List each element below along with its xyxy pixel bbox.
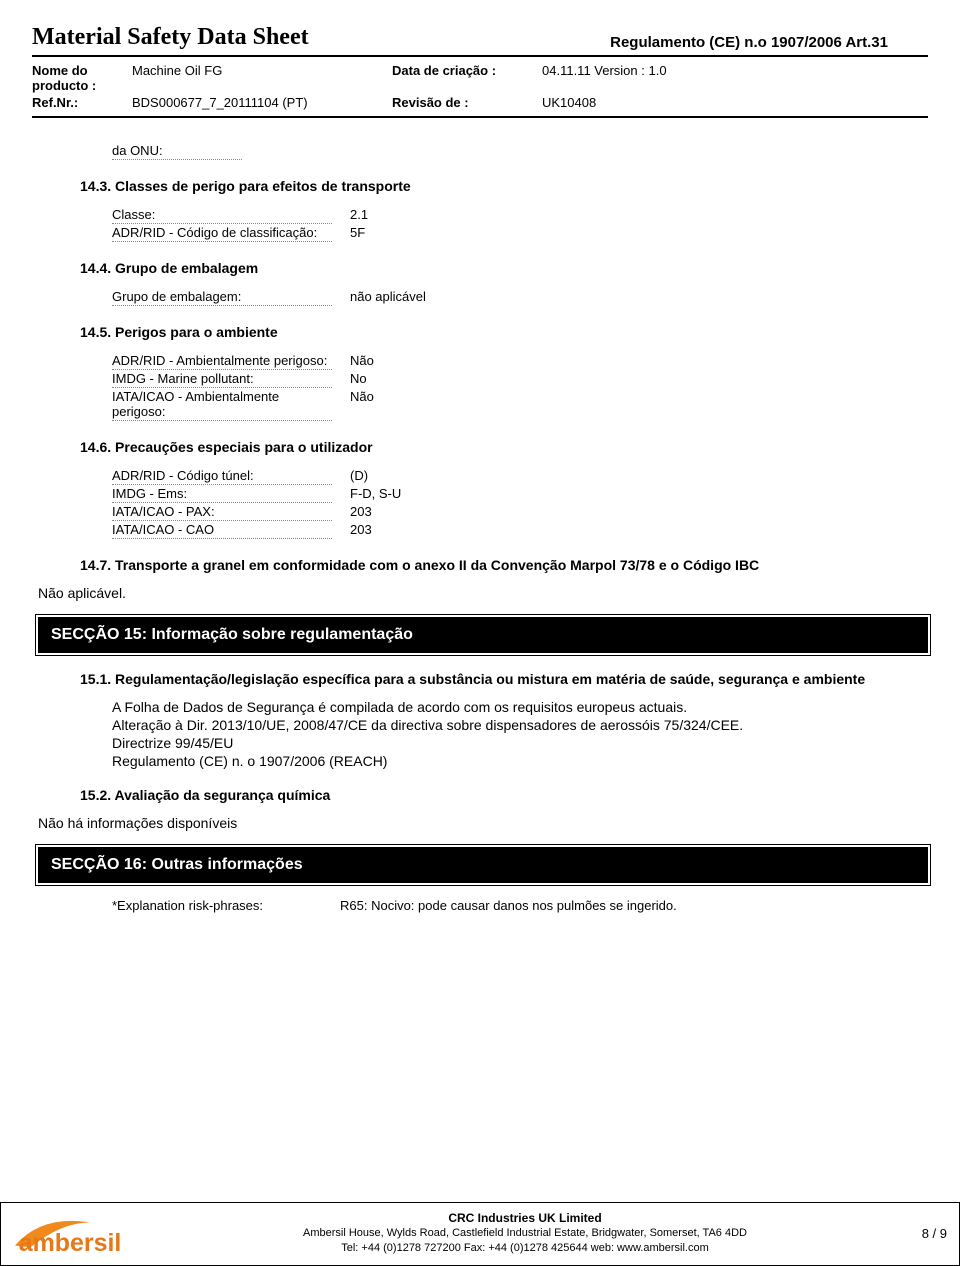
footer-contact-line: Tel: +44 (0)1278 727200 Fax: +44 (0)1278…: [163, 1241, 887, 1256]
table-row: da ONU:: [112, 142, 260, 160]
row-key: IATA/ICAO - CAO: [112, 521, 332, 539]
table-row: ADR/RID - Ambientalmente perigoso:Não: [112, 352, 374, 370]
ref-label: Ref.Nr.:: [32, 95, 132, 110]
header-top: Material Safety Data Sheet Regulamento (…: [32, 24, 928, 51]
reg-line: A Folha de Dados de Segurança é compilad…: [112, 699, 928, 715]
product-name: Machine Oil FG: [132, 63, 392, 93]
footer-address-line: Ambersil House, Wylds Road, Castlefield …: [163, 1226, 887, 1241]
ambersil-logo: ambersil: [13, 1209, 163, 1257]
table-row: Classe:2.1: [112, 206, 368, 224]
document-regulation: Regulamento (CE) n.o 1907/2006 Art.31: [610, 34, 888, 51]
section-14-3-title: 14.3. Classes de perigo para efeitos de …: [80, 178, 928, 194]
explanation-value: R65: Nocivo: pode causar danos nos pulmõ…: [322, 897, 677, 914]
row-value: não aplicável: [332, 288, 426, 306]
onu-value: [242, 142, 260, 160]
content-area: da ONU: 14.3. Classes de perigo para efe…: [32, 124, 928, 1034]
logo-icon: ambersil: [13, 1209, 167, 1257]
table-row: ADR/RID - Código de classificação:5F: [112, 224, 368, 242]
reg-line: Regulamento (CE) n. o 1907/2006 (REACH): [112, 753, 928, 769]
row-key: IATA/ICAO - Ambientalmente perigoso:: [112, 388, 332, 421]
product-label: Nome do producto :: [32, 63, 132, 93]
table-row: Grupo de embalagem:não aplicável: [112, 288, 426, 306]
section-16-banner: SECÇÃO 16: Outras informações: [38, 847, 928, 883]
ref-value: BDS000677_7_20111104 (PT): [132, 95, 392, 110]
row-value: 5F: [332, 224, 368, 242]
section-14-6-table: ADR/RID - Código túnel:(D) IMDG - Ems:F-…: [112, 467, 401, 539]
document-title: Material Safety Data Sheet: [32, 24, 309, 51]
table-row: IATA/ICAO - PAX:203: [112, 503, 401, 521]
reg-line: Alteração à Dir. 2013/10/UE, 2008/47/CE …: [112, 717, 928, 733]
section-15-1-body: A Folha de Dados de Segurança é compilad…: [112, 699, 928, 769]
header-rule-bottom: [32, 116, 928, 118]
row-key: ADR/RID - Código túnel:: [112, 467, 332, 485]
section-14-5-table: ADR/RID - Ambientalmente perigoso:Não IM…: [112, 352, 374, 421]
revision-value: UK10408: [542, 95, 928, 110]
table-row: IATA/ICAO - Ambientalmente perigoso:Não: [112, 388, 374, 421]
header-info-grid: Nome do producto : Machine Oil FG Data d…: [32, 63, 928, 110]
section-15-2-body: Não há informações disponíveis: [38, 815, 928, 831]
row-value: No: [332, 370, 374, 388]
table-row: ADR/RID - Código túnel:(D): [112, 467, 401, 485]
row-key: IMDG - Ems:: [112, 485, 332, 503]
table-row: *Explanation risk-phrases: R65: Nocivo: …: [112, 897, 677, 914]
row-value: F-D, S-U: [332, 485, 401, 503]
section-14-7-body: Não aplicável.: [38, 585, 928, 601]
row-value: Não: [332, 352, 374, 370]
created-label: Data de criação :: [392, 63, 542, 93]
row-key: IMDG - Marine pollutant:: [112, 370, 332, 388]
row-key: Classe:: [112, 206, 332, 224]
section-16-table: *Explanation risk-phrases: R65: Nocivo: …: [112, 897, 677, 914]
onu-label: da ONU:: [112, 142, 242, 160]
section-14-5-title: 14.5. Perigos para o ambiente: [80, 324, 928, 340]
footer-company: CRC Industries UK Limited: [163, 1210, 887, 1226]
section-15-1-title: 15.1. Regulamentação/legislação específi…: [80, 671, 928, 687]
footer-address: CRC Industries UK Limited Ambersil House…: [163, 1210, 887, 1256]
section-14-6-title: 14.6. Precauções especiais para o utiliz…: [80, 439, 928, 455]
row-value: 203: [332, 521, 401, 539]
table-row: IMDG - Marine pollutant:No: [112, 370, 374, 388]
table-row: IATA/ICAO - CAO203: [112, 521, 401, 539]
table-row: IMDG - Ems:F-D, S-U: [112, 485, 401, 503]
page-footer: ambersil CRC Industries UK Limited Amber…: [0, 1202, 960, 1266]
section-14-3-table: Classe:2.1 ADR/RID - Código de classific…: [112, 206, 368, 242]
reg-line: Directrize 99/45/EU: [112, 735, 928, 751]
section-15-2-title: 15.2. Avaliação da segurança química: [80, 787, 928, 803]
onu-table: da ONU:: [112, 142, 260, 160]
row-key: ADR/RID - Código de classificação:: [112, 224, 332, 242]
explanation-key: *Explanation risk-phrases:: [112, 897, 322, 914]
created-value: 04.11.11 Version : 1.0: [542, 63, 928, 93]
row-key: ADR/RID - Ambientalmente perigoso:: [112, 352, 332, 370]
row-value: (D): [332, 467, 401, 485]
header-rule-top: [32, 55, 928, 57]
page-number: 8 / 9: [887, 1226, 947, 1241]
revision-label: Revisão de :: [392, 95, 542, 110]
row-key: Grupo de embalagem:: [112, 288, 332, 306]
section-14-4-title: 14.4. Grupo de embalagem: [80, 260, 928, 276]
row-value: 203: [332, 503, 401, 521]
row-value: 2.1: [332, 206, 368, 224]
row-value: Não: [332, 388, 374, 421]
section-14-4-table: Grupo de embalagem:não aplicável: [112, 288, 426, 306]
section-15-banner: SECÇÃO 15: Informação sobre regulamentaç…: [38, 617, 928, 653]
row-key: IATA/ICAO - PAX:: [112, 503, 332, 521]
logo-text: ambersil: [19, 1229, 122, 1257]
section-14-7-title: 14.7. Transporte a granel em conformidad…: [80, 557, 928, 573]
